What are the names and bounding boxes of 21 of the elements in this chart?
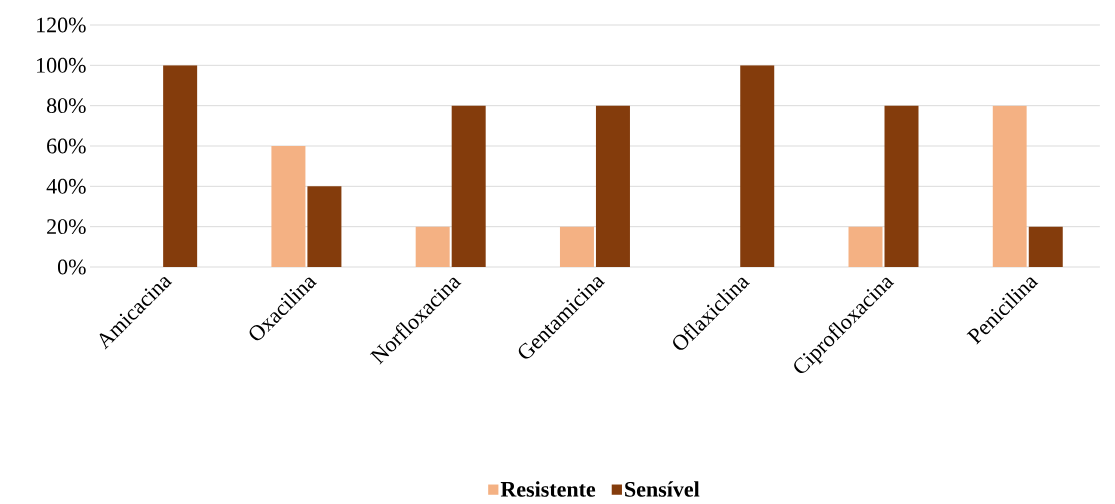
bar [992,105,1027,267]
legend-label: Sensível [625,481,700,497]
legend-label: Resistente [500,481,596,497]
bar [415,226,450,267]
y-tick-label: 20% [47,219,86,235]
y-tick-label: 100% [37,57,86,73]
y-tick-label: 40% [46,178,86,194]
bar [740,65,775,267]
bar [559,226,594,267]
bar [848,226,883,267]
bar [595,105,630,267]
bar [884,105,919,267]
bar [271,146,306,267]
bar [1028,226,1063,267]
bar [451,105,486,267]
y-tick-label: 120% [37,17,86,33]
y-tick-label: 0% [57,259,86,275]
bar [163,65,198,267]
y-tick-label: 60% [47,138,86,154]
y-tick-label: 80% [46,98,86,114]
bar [307,186,342,267]
